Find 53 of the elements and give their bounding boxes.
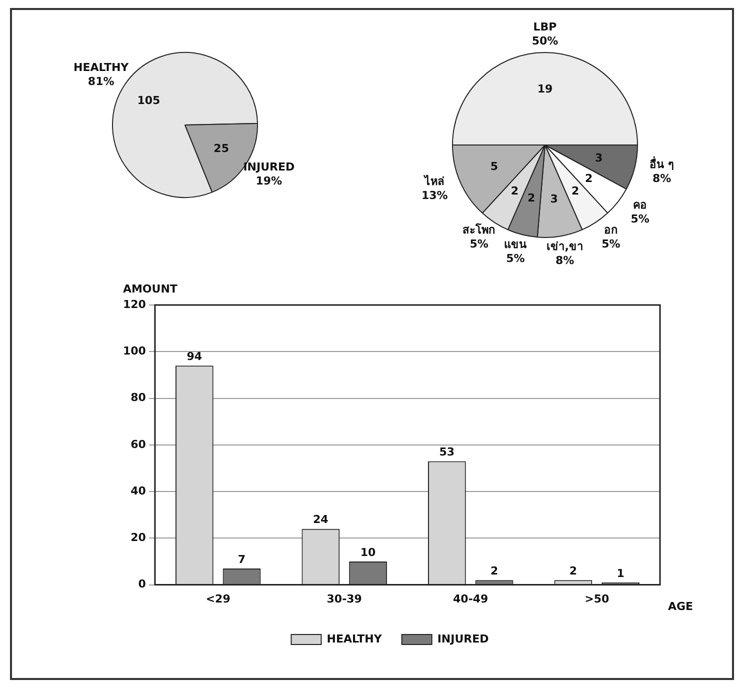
y-tick-label: 20	[130, 531, 146, 544]
data-label: 2	[572, 184, 580, 198]
slice-label: เข่า,ขา	[546, 240, 583, 253]
slice-label: HEALTHY	[74, 61, 130, 74]
data-label: 2	[584, 172, 593, 185]
text: 8%	[555, 254, 574, 267]
slice-label: LBP	[533, 20, 557, 34]
text: 5%	[470, 237, 488, 250]
x-tick-label: <29	[206, 592, 230, 606]
slice-label: แขน	[504, 238, 527, 251]
y-tick-label: 40	[130, 484, 146, 498]
text: 5%	[506, 252, 525, 265]
data-label: 53	[439, 446, 455, 459]
text: 50%	[532, 34, 558, 48]
y-tick-label: 120	[122, 298, 146, 311]
x-axis-title: AGE	[668, 600, 694, 614]
data-label: 25	[214, 142, 229, 155]
slice-label: อื่น ๆ	[649, 156, 674, 171]
data-label: 19	[537, 82, 553, 96]
data-label: 3	[594, 151, 603, 164]
slice-label: คอ	[633, 198, 648, 212]
data-label: 2	[569, 564, 578, 578]
text: 8%	[652, 172, 672, 185]
slice-label: ไหล่	[422, 174, 445, 188]
data-label: 2	[510, 184, 518, 198]
y-tick-label: 0	[138, 578, 146, 591]
data-label: 7	[238, 552, 246, 566]
y-tick-label: 100	[122, 344, 146, 358]
text: 13%	[421, 189, 448, 202]
text: 5%	[602, 237, 620, 250]
text: 19%	[256, 174, 282, 188]
x-tick-label: 30-39	[326, 592, 362, 606]
x-tick-label: >50	[584, 592, 610, 606]
data-label: 3	[550, 192, 558, 206]
text: 5%	[630, 212, 650, 226]
y-tick-label: 80	[130, 391, 146, 404]
slice-label: อก	[604, 223, 618, 236]
data-label: 1	[616, 566, 624, 580]
y-tick-label: 60	[130, 438, 146, 451]
data-label: 10	[360, 546, 376, 559]
data-label: 5	[490, 160, 498, 174]
data-label: 105	[137, 94, 160, 107]
slice-label: INJURED	[243, 160, 295, 174]
y-axis-title: AMOUNT	[122, 282, 178, 296]
data-label: 94	[186, 350, 202, 363]
data-label: 24	[313, 513, 329, 526]
text: 81%	[88, 75, 114, 88]
slice-label: สะโพก	[462, 222, 496, 236]
legend-label: HEALTHY	[326, 632, 383, 646]
x-tick-label: 40-49	[453, 592, 488, 606]
data-label: 2	[490, 564, 498, 578]
legend-label: INJURED	[437, 632, 489, 646]
data-label: 2	[528, 192, 536, 205]
